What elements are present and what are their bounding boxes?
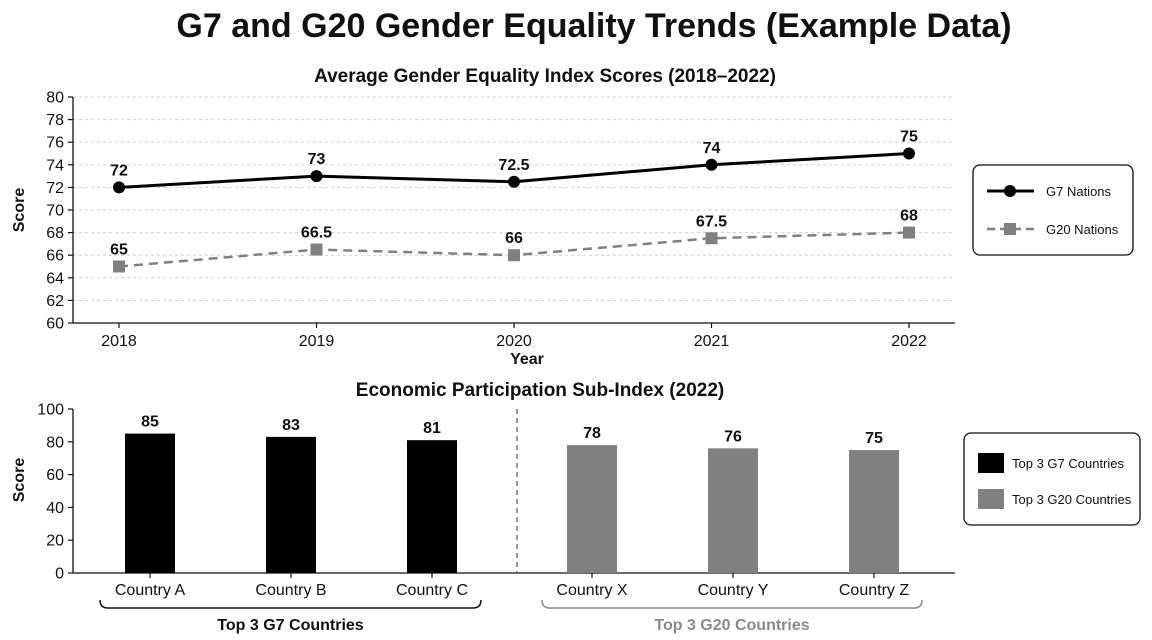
bar-country-y (708, 448, 758, 573)
line-x-tick-2021: 2021 (694, 333, 730, 350)
bar-y-tick-40: 40 (46, 500, 64, 517)
bar-value-country-z: 75 (865, 430, 883, 447)
point-g7-2018 (113, 181, 125, 194)
bar-x-tick-country-c: Country C (396, 582, 468, 599)
bar-x-tick-country-x: Country X (556, 582, 627, 599)
legend-marker-g20 (1004, 223, 1016, 235)
line-y-tick-66: 66 (46, 248, 64, 265)
data-label-g7-2022: 75 (900, 129, 918, 146)
bar-x-tick-country-z: Country Z (839, 582, 909, 599)
bar-country-x (567, 445, 617, 573)
legend-swatch-g7 (978, 453, 1004, 473)
bar-chart: Economic Participation Sub-Index (2022) … (11, 380, 1141, 634)
bar-y-tick-80: 80 (46, 434, 64, 451)
line-y-tick-78: 78 (46, 112, 64, 129)
line-y-tick-80: 80 (46, 90, 64, 107)
data-label-g20-2021: 67.5 (696, 213, 727, 230)
line-y-tick-62: 62 (46, 293, 64, 310)
line-y-tick-60: 60 (46, 316, 64, 333)
line-x-tick-2018: 2018 (101, 333, 137, 350)
point-g7-2022 (903, 147, 915, 160)
data-label-g7-2021: 74 (703, 140, 721, 157)
bar-value-country-a: 85 (141, 414, 159, 431)
line-y-tick-72: 72 (46, 180, 64, 197)
data-label-g20-2018: 65 (110, 242, 128, 259)
bar-x-tick-country-b: Country B (255, 582, 326, 599)
figure-title: G7 and G20 Gender Equality Trends (Examp… (176, 7, 1011, 45)
bar-country-b (266, 436, 316, 573)
bar-legend-box (963, 432, 1141, 526)
legend-label-top3-g7: Top 3 G7 Countries (1012, 456, 1125, 471)
line-y-tick-74: 74 (46, 157, 64, 174)
bar-country-c (407, 440, 457, 573)
group-label-g7: Top 3 G7 Countries (217, 617, 363, 634)
data-label-g20-2019: 66.5 (301, 225, 332, 242)
legend-label-g20: G20 Nations (1046, 222, 1119, 237)
line-x-tick-2019: 2019 (299, 333, 335, 350)
data-label-g20-2020: 66 (505, 230, 523, 247)
line-chart-title: Average Gender Equality Index Scores (20… (314, 66, 776, 87)
line-y-tick-70: 70 (46, 203, 64, 220)
line-legend-box (972, 164, 1134, 256)
data-label-g7-2020: 72.5 (498, 157, 529, 174)
bar-value-country-x: 78 (583, 425, 601, 442)
point-g20-2020 (508, 249, 520, 262)
group-bracket-g20 (541, 599, 923, 609)
bar-x-tick-country-y: Country Y (698, 582, 769, 599)
line-x-axis-label: Year (510, 351, 544, 368)
line-y-tick-64: 64 (46, 270, 64, 287)
point-g20-2019 (310, 243, 323, 256)
line-x-tick-2022: 2022 (891, 333, 927, 350)
group-bracket-g7 (99, 599, 482, 609)
data-label-g7-2018: 72 (110, 162, 128, 179)
line-y-tick-68: 68 (46, 225, 64, 242)
legend-swatch-g20 (978, 489, 1004, 509)
line-x-tick-2020: 2020 (496, 333, 532, 350)
bar-country-z (849, 450, 899, 573)
bar-chart-title: Economic Participation Sub-Index (2022) (356, 380, 724, 401)
data-label-g7-2019: 73 (308, 151, 326, 168)
bar-y-tick-100: 100 (37, 402, 64, 419)
line-y-tick-76: 76 (46, 135, 64, 152)
data-label-g20-2022: 68 (900, 208, 918, 225)
legend-marker-g7 (1004, 185, 1016, 197)
point-g20-2021 (705, 232, 718, 245)
bar-y-tick-0: 0 (55, 566, 64, 583)
bar-y-tick-20: 20 (46, 533, 64, 550)
bar-value-country-y: 76 (724, 428, 742, 445)
group-label-g20: Top 3 G20 Countries (654, 617, 809, 634)
line-y-axis-label: Score (11, 188, 28, 233)
bar-y-tick-60: 60 (46, 467, 64, 484)
bar-x-tick-country-a: Country A (115, 582, 186, 599)
legend-label-top3-g20: Top 3 G20 Countries (1012, 492, 1132, 507)
line-chart: Average Gender Equality Index Scores (20… (11, 66, 1134, 368)
point-g7-2019 (310, 170, 323, 183)
point-g7-2020 (508, 175, 520, 188)
legend-label-g7: G7 Nations (1046, 184, 1112, 199)
line-chart-legend: G7 Nations G20 Nations (972, 164, 1134, 256)
point-g20-2022 (903, 226, 915, 239)
bar-chart-legend: Top 3 G7 Countries Top 3 G20 Countries (963, 432, 1141, 526)
point-g7-2021 (705, 158, 718, 171)
bar-value-country-b: 83 (282, 417, 300, 434)
point-g20-2018 (113, 260, 125, 273)
bar-value-country-c: 81 (423, 420, 441, 437)
bar-y-axis-label: Score (11, 458, 28, 503)
bar-country-a (125, 433, 175, 573)
